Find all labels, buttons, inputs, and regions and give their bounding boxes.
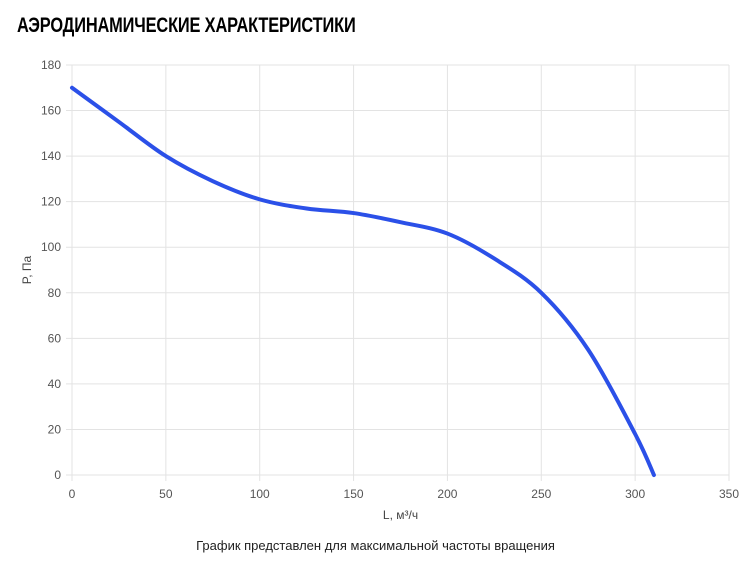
data-point — [652, 473, 656, 477]
y-tick-label: 140 — [41, 149, 61, 163]
data-point — [399, 220, 403, 224]
y-tick-label: 80 — [48, 286, 62, 300]
y-tick-label: 20 — [48, 422, 62, 436]
y-tick-label: 160 — [41, 104, 61, 118]
chart-grid — [66, 64, 730, 481]
x-tick-label: 200 — [437, 487, 457, 501]
y-axis-label: P, Па — [20, 255, 34, 284]
x-axis-label: L, м³/ч — [383, 508, 418, 522]
data-point — [539, 291, 543, 295]
y-tick-label: 0 — [54, 468, 61, 482]
x-tick-label: 250 — [531, 487, 551, 501]
data-point — [258, 197, 262, 201]
data-point — [445, 232, 449, 236]
y-tick-label: 100 — [41, 240, 61, 254]
x-tick-label: 0 — [69, 487, 76, 501]
data-point — [164, 154, 168, 158]
series-points — [70, 86, 656, 477]
x-tick-label: 100 — [250, 487, 270, 501]
pressure-flow-chart: 0 50 100 150 200 250 300 350 0 20 40 60 80 100 120 140… — [20, 58, 740, 522]
page-title: АЭРОДИНАМИЧЕСКИЕ ХАРАКТЕРИСТИКИ — [17, 14, 356, 37]
data-point — [305, 207, 309, 211]
chart-caption: График представлен для максимальной част… — [196, 538, 555, 553]
y-tick-label: 60 — [48, 331, 62, 345]
x-tick-label: 350 — [719, 487, 739, 501]
x-tick-label: 150 — [344, 487, 364, 501]
data-point — [352, 211, 356, 215]
series-line — [70, 85, 656, 477]
data-point — [633, 432, 637, 436]
x-tick-label: 50 — [159, 487, 173, 501]
data-point — [70, 86, 74, 90]
y-tick-label: 40 — [48, 377, 62, 391]
data-point — [586, 348, 590, 352]
y-tick-label: 180 — [41, 58, 61, 72]
y-tick-label: 120 — [41, 195, 61, 209]
data-point — [211, 179, 215, 183]
data-point — [492, 257, 496, 261]
x-axis-ticks: 0 50 100 150 200 250 300 350 — [69, 487, 740, 501]
y-axis-ticks: 0 20 40 60 80 100 120 140 160 180 — [41, 58, 61, 482]
x-tick-label: 300 — [625, 487, 645, 501]
data-point — [117, 120, 121, 124]
